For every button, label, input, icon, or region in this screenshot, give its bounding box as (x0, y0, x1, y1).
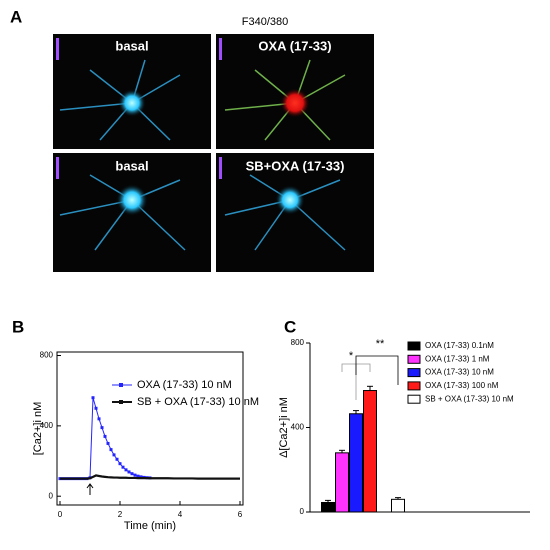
x-axis-label: Time (min) (124, 520, 176, 532)
significance-label: ** (376, 338, 385, 350)
legend-label: OXA (17-33) 100 nM (425, 381, 499, 390)
data-point (130, 472, 134, 476)
y-axis-label: Δ[Ca2+]i nM (278, 397, 290, 458)
panel-label: B (12, 317, 24, 336)
y-tick-label: 0 (49, 491, 54, 500)
image-label: SB+OXA (17-33) (246, 158, 345, 173)
data-point (127, 470, 131, 474)
significance-label: * (349, 350, 354, 362)
image-title: F340/380 (242, 16, 288, 28)
image-label: basal (115, 38, 148, 53)
panel-label: A (10, 7, 22, 26)
legend-swatch (407, 381, 421, 391)
data-point (139, 475, 143, 479)
y-tick-label: 0 (300, 507, 305, 516)
data-point (91, 396, 95, 400)
data-point (121, 465, 125, 469)
legend-label: SB + OXA (17-33) 10 nM (137, 396, 259, 408)
significance-bracket (355, 355, 399, 385)
stimulus-arrow (86, 483, 94, 495)
image-label: basal (115, 158, 148, 173)
legend-swatch (407, 341, 421, 351)
data-point (133, 473, 137, 477)
bar (363, 390, 377, 513)
y-axis-label: [Ca2+]i nM (32, 402, 44, 456)
legend-label: OXA (17-33) 10 nM (425, 368, 494, 377)
x-tick-label: 0 (58, 510, 63, 519)
data-point (118, 462, 122, 466)
data-point (124, 468, 128, 472)
data-point (136, 474, 140, 478)
y-tick-label: 800 (40, 351, 54, 360)
bar (391, 498, 405, 513)
data-point (109, 448, 113, 452)
y-tick-label: 400 (40, 421, 54, 430)
legend-label: OXA (17-33) 1 nM (425, 354, 490, 363)
data-point (100, 426, 104, 430)
data-point (94, 406, 98, 410)
data-point (106, 441, 110, 445)
legend-marker (119, 383, 123, 387)
data-point (103, 434, 107, 438)
x-tick-label: 2 (118, 510, 123, 519)
panel-label: C (284, 317, 296, 336)
x-tick-label: 6 (238, 510, 243, 519)
plot-frame (56, 351, 244, 506)
bar (349, 413, 363, 513)
series-line (60, 397, 240, 480)
x-tick-label: 4 (178, 510, 183, 519)
series-line (60, 474, 240, 480)
data-point (115, 457, 119, 461)
image-label: OXA (17-33) (258, 38, 331, 53)
micrographs (53, 34, 374, 272)
legend-label: OXA (17-33) 10 nM (137, 379, 232, 391)
legend-marker (119, 400, 123, 404)
legend-swatch (407, 354, 421, 364)
bar (335, 452, 349, 513)
legend-label: SB + OXA (17-33) 10 nM (425, 394, 514, 403)
legend-swatch (407, 368, 421, 378)
legend-label: OXA (17-33) 0.1nM (425, 341, 494, 350)
data-point (97, 417, 101, 421)
bar (321, 501, 335, 513)
legend-swatch (407, 394, 421, 404)
data-point (112, 453, 116, 457)
y-tick-label: 400 (291, 423, 305, 432)
y-tick-label: 800 (291, 338, 305, 347)
